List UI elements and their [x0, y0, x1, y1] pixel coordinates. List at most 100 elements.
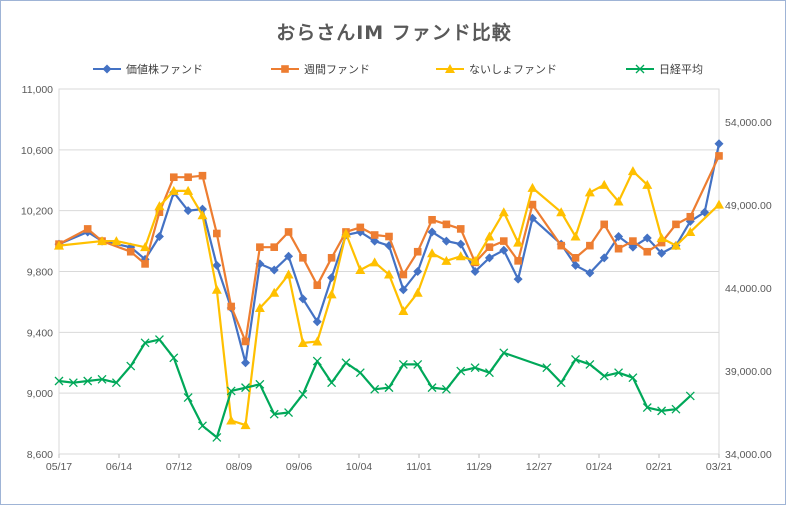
data-point	[284, 408, 294, 417]
data-point	[672, 220, 680, 229]
y-right-tick-label: 44,000.00	[725, 283, 772, 295]
data-point	[126, 361, 136, 371]
data-point	[83, 225, 92, 233]
data-point	[441, 384, 451, 394]
data-point	[513, 237, 524, 247]
data-point-stroke	[671, 404, 681, 414]
data-point	[298, 389, 308, 399]
data-point	[427, 383, 437, 393]
data-point	[198, 171, 207, 180]
data-point-stroke	[169, 353, 179, 363]
x-tick-label: 06/14	[106, 461, 132, 473]
data-point	[528, 200, 537, 209]
data-point	[671, 404, 681, 414]
data-point	[154, 335, 164, 344]
data-point-stroke	[355, 368, 365, 378]
data-point	[499, 237, 508, 245]
data-point-stroke	[327, 378, 337, 388]
data-point	[628, 242, 638, 252]
data-point	[183, 393, 193, 403]
data-point	[398, 306, 409, 316]
data-point-stroke	[255, 379, 265, 389]
data-point-stroke	[97, 374, 107, 384]
data-point	[241, 358, 251, 368]
data-point	[269, 409, 279, 419]
data-point-stroke	[298, 389, 308, 399]
data-point	[455, 251, 466, 261]
data-point-stroke	[542, 363, 552, 373]
data-point	[599, 179, 610, 189]
data-point	[642, 179, 653, 189]
data-point-stroke	[441, 384, 451, 394]
data-point	[557, 241, 565, 250]
data-point	[614, 232, 624, 242]
data-point	[297, 337, 308, 347]
y-left-tick-label: 8,600	[27, 449, 53, 461]
data-point-stroke	[183, 393, 193, 403]
data-point-stroke	[140, 338, 150, 348]
x-tick-label: 12/27	[526, 461, 552, 473]
data-point-stroke	[398, 359, 408, 369]
data-point	[154, 232, 164, 242]
data-point	[211, 284, 222, 294]
data-point	[356, 223, 365, 232]
data-point	[197, 210, 208, 220]
data-point	[269, 265, 279, 275]
data-point	[111, 236, 122, 246]
data-point-stroke	[628, 373, 638, 383]
data-point	[183, 206, 193, 216]
data-point-stroke	[341, 358, 351, 368]
data-point	[642, 403, 652, 413]
data-point-stroke	[154, 335, 164, 344]
series-triangle	[54, 166, 724, 430]
data-point-stroke	[427, 383, 437, 393]
data-point	[102, 64, 112, 74]
data-point	[571, 354, 580, 364]
data-point	[485, 243, 494, 251]
data-point	[613, 196, 624, 206]
data-point-stroke	[456, 366, 466, 376]
data-point-stroke	[226, 386, 236, 396]
data-point	[513, 274, 523, 284]
data-point	[255, 379, 265, 389]
data-point	[499, 348, 509, 358]
data-point-stroke	[111, 378, 121, 388]
data-point	[369, 257, 380, 267]
data-point	[556, 207, 567, 217]
plot-area	[54, 139, 724, 442]
series-diamond	[54, 139, 724, 368]
data-point	[614, 368, 624, 378]
y-right-tick-label: 49,000.00	[725, 200, 772, 212]
data-point	[715, 152, 723, 160]
data-point	[227, 302, 235, 311]
data-point	[514, 257, 522, 265]
data-point	[714, 199, 724, 209]
chart-title: おらさんIM ファンド比較	[276, 21, 512, 44]
data-point-stroke	[269, 409, 279, 419]
data-point	[685, 391, 695, 401]
data-point-stroke	[83, 376, 93, 386]
data-point-stroke	[571, 354, 580, 364]
data-point-stroke	[685, 391, 695, 401]
data-point	[399, 270, 408, 279]
data-point	[154, 201, 165, 211]
data-point	[542, 363, 552, 373]
x-tick-label: 03/21	[706, 461, 732, 473]
data-point	[627, 166, 638, 176]
data-point	[657, 406, 667, 416]
data-point	[340, 228, 351, 238]
legend-label: 価値株ファンド	[126, 62, 203, 76]
x-tick-label: 01/24	[586, 461, 612, 473]
data-point	[184, 173, 192, 182]
data-point-stroke	[657, 406, 667, 416]
data-point	[442, 220, 451, 229]
data-point	[281, 65, 289, 73]
x-tick-label: 05/17	[46, 461, 72, 473]
data-point	[484, 368, 494, 378]
data-point-stroke	[212, 432, 222, 442]
x-tick-label: 11/29	[466, 461, 492, 473]
data-point	[570, 231, 581, 241]
data-point	[456, 225, 465, 233]
data-point	[413, 247, 422, 256]
